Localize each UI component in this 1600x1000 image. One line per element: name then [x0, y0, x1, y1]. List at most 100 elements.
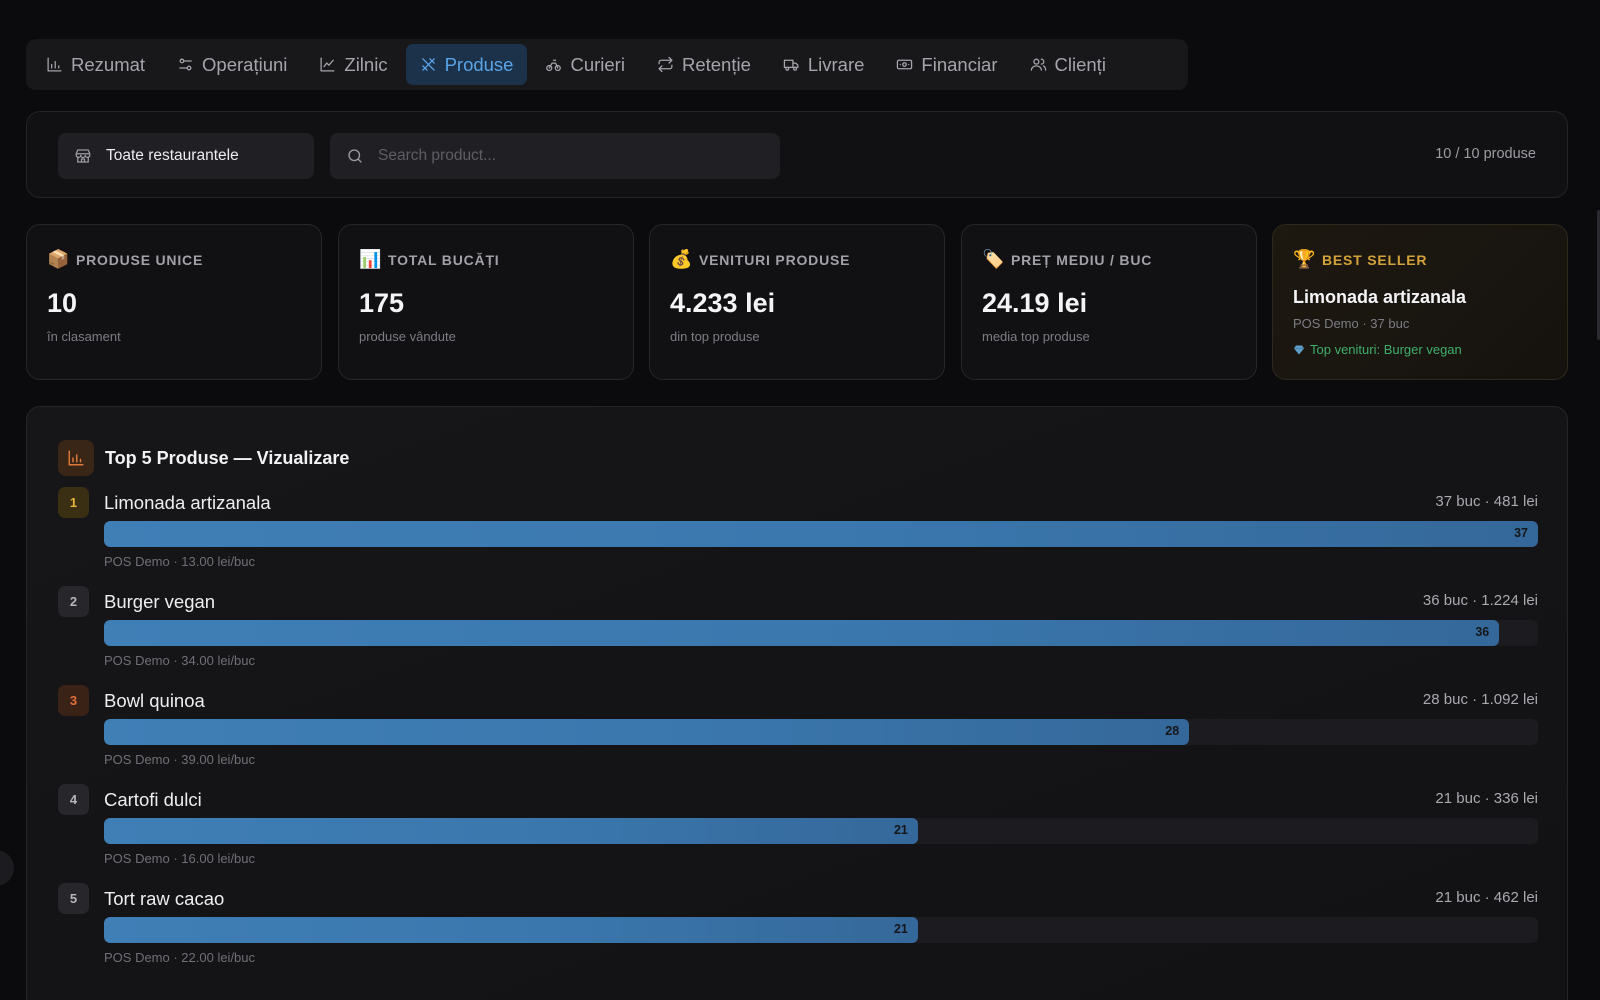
- filter-bar: Toate restaurantele 10 / 10 produse: [26, 111, 1568, 198]
- money-bag-icon: 💰: [670, 249, 694, 269]
- product-stats: 28 buc · 1.092 lei: [1422, 691, 1538, 708]
- rank-badge: 3: [58, 685, 89, 716]
- product-row[interactable]: 1 Limonada artizanala 37 buc · 481 lei 37 PO…: [58, 487, 1538, 577]
- package-icon: 📦: [47, 249, 71, 269]
- stat-card-best-seller: 🏆 BEST SELLER Limonada artizanala POS De…: [1272, 224, 1568, 380]
- stat-subtitle: produse vândute: [359, 329, 456, 344]
- quantity-bar-track: 28: [104, 719, 1538, 745]
- panel-title: Top 5 Produse — Vizualizare: [105, 448, 350, 468]
- product-row[interactable]: 3 Bowl quinoa 28 buc · 1.092 lei 28 POS Demo…: [58, 685, 1538, 775]
- quantity-bar-label: 37: [1514, 526, 1528, 540]
- repeat-icon: [658, 56, 673, 73]
- quantity-bar-track: 36: [104, 620, 1538, 646]
- product-subtitle: POS Demo · 13.00 lei/buc: [104, 554, 256, 569]
- bar-chart-emoji-icon: 📊: [359, 249, 383, 269]
- tab-label: Operațiuni: [202, 53, 288, 75]
- stat-label: TOTAL BUCĂȚI: [388, 251, 500, 268]
- product-name: Burger vegan: [104, 591, 216, 612]
- product-subtitle: POS Demo · 16.00 lei/buc: [104, 851, 256, 866]
- line-chart-icon: [320, 57, 335, 72]
- stat-label-row: 📊 TOTAL BUCĂȚI: [359, 249, 613, 270]
- tab-label: Produse: [444, 53, 514, 75]
- tab-label: Livrare: [807, 53, 865, 75]
- stat-card-revenue: 💰 VENITURI PRODUSE 4.233 lei din top pro…: [649, 224, 945, 380]
- quantity-bar: 28: [104, 719, 1190, 745]
- rank-badge: 4: [58, 784, 89, 815]
- sliders-icon: [179, 58, 192, 71]
- bike-icon: [546, 59, 562, 72]
- stat-label-row: 🏆 BEST SELLER: [1293, 249, 1547, 270]
- utensils-icon: [421, 58, 435, 71]
- product-row[interactable]: 4 Cartofi dulci 21 buc · 336 lei 21 POS Demo…: [58, 784, 1538, 874]
- tab-livrare[interactable]: Livrare: [769, 44, 879, 85]
- rank-badge: 2: [58, 586, 89, 617]
- product-stats: 21 buc · 462 lei: [1435, 889, 1538, 906]
- product-name: Cartofi dulci: [104, 789, 202, 810]
- scrollbar[interactable]: [1597, 210, 1600, 340]
- stat-card-avg-price: 🏷️ PREȚ MEDIU / BUC 24.19 lei media top …: [961, 224, 1257, 380]
- tab-zilnic[interactable]: Zilnic: [305, 44, 401, 85]
- banknote-icon: [897, 59, 913, 70]
- tab-label: Zilnic: [344, 53, 388, 75]
- quantity-bar: 21: [104, 917, 918, 943]
- bar-chart-icon: [47, 57, 62, 72]
- gem-icon: [1294, 345, 1304, 354]
- stat-label: PREȚ MEDIU / BUC: [1011, 251, 1153, 268]
- stat-value: 175: [359, 288, 405, 318]
- tab-retentie[interactable]: Retenție: [643, 44, 765, 85]
- store-icon: [75, 149, 91, 163]
- restaurant-select[interactable]: Toate restaurantele: [58, 133, 314, 179]
- trophy-icon: 🏆: [1293, 249, 1317, 269]
- tab-label: Rezumat: [71, 53, 146, 75]
- stat-value: 10: [47, 288, 78, 318]
- product-subtitle: POS Demo · 34.00 lei/buc: [104, 653, 256, 668]
- quantity-bar-label: 21: [893, 823, 908, 837]
- tab-operatiuni[interactable]: Operațiuni: [163, 44, 301, 85]
- stat-label: BEST SELLER: [1322, 251, 1428, 268]
- tab-clienti[interactable]: Clienți: [1016, 44, 1120, 85]
- top-products-panel: Top 5 Produse — Vizualizare 1 Limonada ar…: [26, 406, 1568, 1000]
- product-row[interactable]: 2 Burger vegan 36 buc · 1.224 lei 36 POS Dem…: [58, 586, 1538, 676]
- product-stats: 36 buc · 1.224 lei: [1422, 592, 1538, 609]
- tab-produse[interactable]: Produse: [405, 44, 528, 85]
- search-box: [330, 133, 780, 179]
- search-input[interactable]: [378, 147, 738, 165]
- tab-label: Curieri: [570, 53, 625, 75]
- quantity-bar-label: 36: [1475, 625, 1490, 639]
- stat-value: 24.19 lei: [982, 288, 1088, 318]
- rank-badge: 5: [58, 883, 89, 914]
- search-icon: [348, 149, 362, 163]
- stat-label-row: 💰 VENITURI PRODUSE: [670, 249, 924, 270]
- top-revenue-note: Top venituri: Burger vegan: [1293, 342, 1547, 357]
- tab-curieri[interactable]: Curieri: [531, 44, 638, 85]
- rank-badge: 1: [58, 487, 89, 518]
- quantity-bar: 36: [104, 620, 1500, 646]
- stat-label: PRODUSE UNICE: [76, 251, 204, 268]
- bar-chart-icon: [58, 440, 94, 476]
- tab-label: Retenție: [681, 53, 751, 75]
- stat-label-row: 🏷️ PREȚ MEDIU / BUC: [982, 249, 1236, 270]
- product-name: Tort raw cacao: [104, 888, 225, 909]
- floating-button-edge[interactable]: [0, 850, 14, 886]
- product-stats: 37 buc · 481 lei: [1435, 493, 1538, 510]
- product-stats: 21 buc · 336 lei: [1435, 790, 1538, 807]
- quantity-bar-label: 28: [1165, 724, 1180, 738]
- best-seller-subtitle: POS Demo · 37 buc: [1293, 316, 1410, 331]
- product-subtitle: POS Demo · 39.00 lei/buc: [104, 752, 256, 767]
- stat-subtitle: media top produse: [982, 329, 1090, 344]
- product-row[interactable]: 5 Tort raw cacao 21 buc · 462 lei 21 POS Dem…: [58, 883, 1538, 973]
- quantity-bar: 37: [104, 521, 1538, 547]
- product-name: Limonada artizanala: [104, 492, 271, 513]
- main-tabs: Rezumat Operațiuni Zilnic Produse Curier…: [26, 39, 1188, 90]
- stat-label: VENITURI PRODUSE: [699, 251, 851, 268]
- price-tag-icon: 🏷️: [982, 249, 1006, 269]
- product-name: Bowl quinoa: [104, 690, 205, 711]
- quantity-bar-label: 21: [893, 922, 908, 936]
- tab-label: Clienți: [1054, 53, 1106, 75]
- tab-financiar[interactable]: Financiar: [882, 44, 1011, 85]
- product-count: 10 / 10 produse: [1435, 146, 1536, 162]
- truck-icon: [783, 59, 799, 71]
- quantity-bar-track: 21: [104, 818, 1538, 844]
- tab-rezumat[interactable]: Rezumat: [32, 44, 159, 85]
- stat-subtitle: în clasament: [47, 329, 121, 344]
